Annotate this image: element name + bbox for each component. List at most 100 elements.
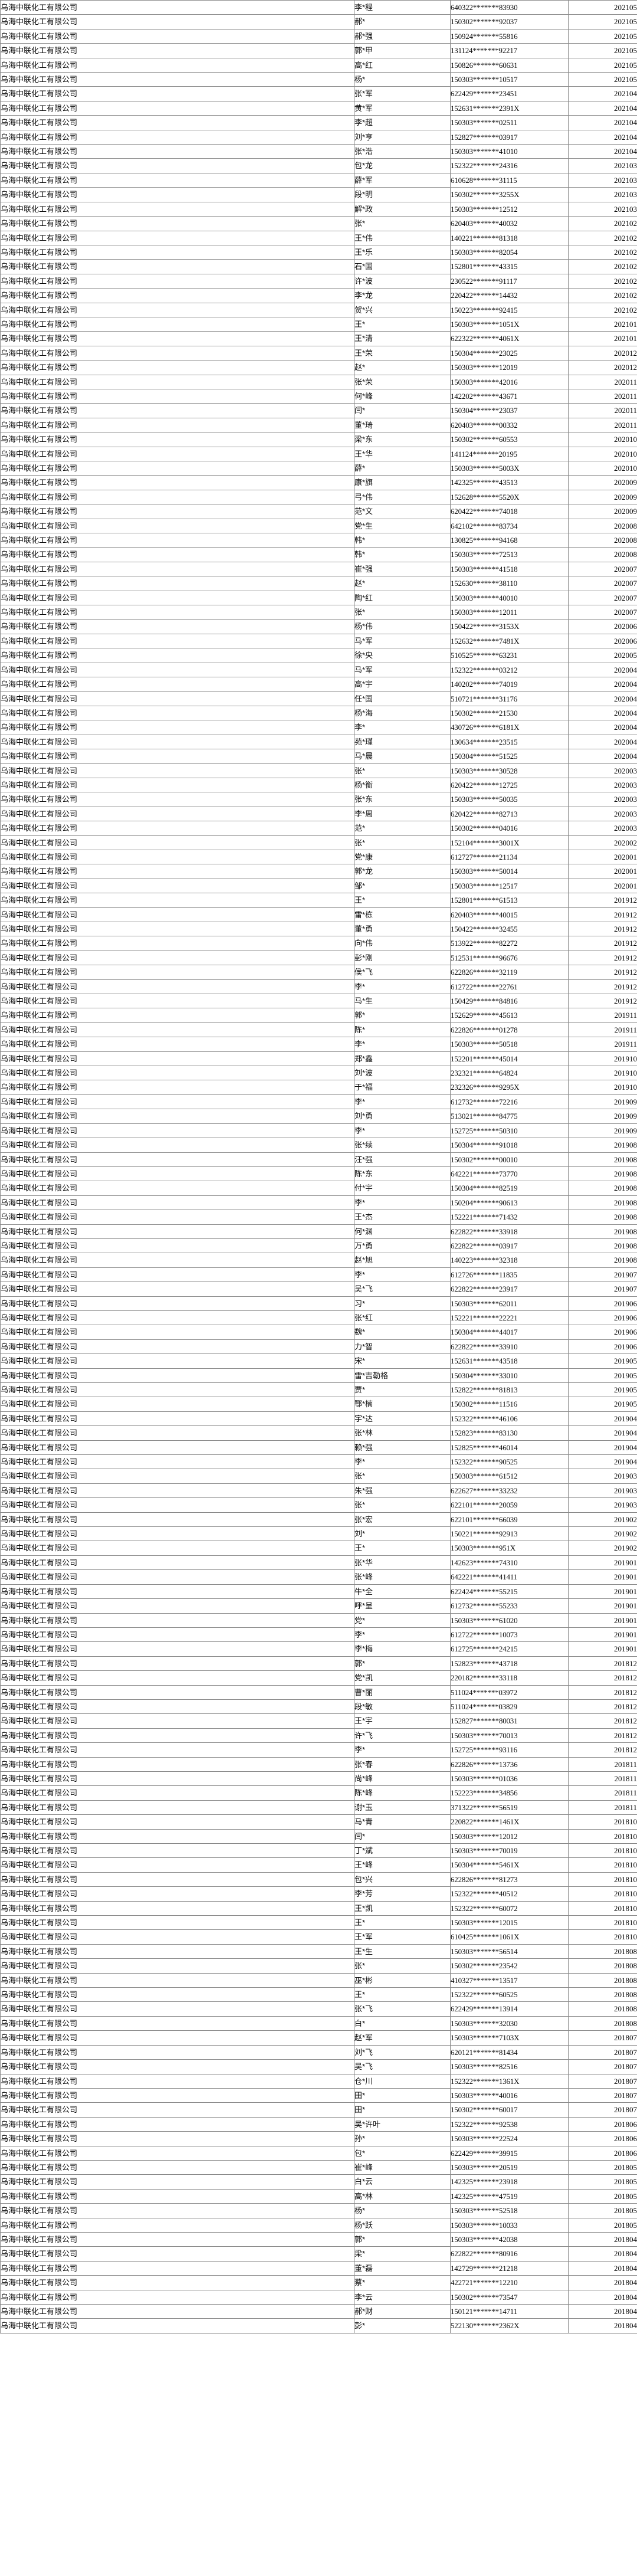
- cell-period: 201903: [568, 1497, 637, 1513]
- table-row: 乌海中联化工有限公司 郭*甲 131124*******92217 202105: [0, 43, 637, 58]
- cell-id-number: 150303*******20519: [450, 2159, 569, 2175]
- cell-id-number: 430726*******6181X: [450, 720, 569, 735]
- cell-company-name: 乌海中联化工有限公司: [0, 1267, 354, 1283]
- cell-person-name: 赖*强: [354, 1440, 451, 1456]
- cell-company-name: 乌海中联化工有限公司: [0, 2059, 354, 2074]
- table-row: 乌海中联化工有限公司 马*晨 150304*******51525 202004: [0, 749, 637, 764]
- cell-person-name: 张*荣: [354, 374, 451, 389]
- cell-id-number: 642221*******73770: [450, 1166, 569, 1182]
- cell-id-number: 152322*******03212: [450, 662, 569, 678]
- cell-company-name: 乌海中联化工有限公司: [0, 1569, 354, 1585]
- cell-id-number: 150826*******60631: [450, 57, 569, 73]
- cell-period: 201906: [568, 1310, 637, 1326]
- cell-person-name: 马*军: [354, 662, 451, 678]
- cell-company-name: 乌海中联化工有限公司: [0, 1987, 354, 2003]
- cell-id-number: 142325*******43513: [450, 475, 569, 490]
- table-row: 乌海中联化工有限公司 赖*强 152825*******46014 201904: [0, 1440, 637, 1456]
- cell-id-number: 130825*******94168: [450, 533, 569, 548]
- cell-id-number: 513021*******84775: [450, 1109, 569, 1124]
- cell-company-name: 乌海中联化工有限公司: [0, 1368, 354, 1384]
- table-row: 乌海中联化工有限公司 张* 150303*******30528 202003: [0, 763, 637, 778]
- cell-id-number: 150303*******12011: [450, 605, 569, 620]
- cell-period: 202105: [568, 57, 637, 73]
- cell-person-name: 董*磊: [354, 2260, 451, 2276]
- cell-person-name: 于*福: [354, 1080, 451, 1095]
- table-row: 乌海中联化工有限公司 李*周 620422*******82713 202003: [0, 806, 637, 822]
- cell-period: 202101: [568, 316, 637, 332]
- cell-company-name: 乌海中联化工有限公司: [0, 1094, 354, 1110]
- cell-id-number: 150302*******23542: [450, 1958, 569, 1974]
- cell-period: 202104: [568, 86, 637, 101]
- cell-id-number: 410327*******13517: [450, 1972, 569, 1988]
- cell-company-name: 乌海中联化工有限公司: [0, 763, 354, 778]
- cell-period: 201912: [568, 893, 637, 908]
- cell-id-number: 150304*******51525: [450, 749, 569, 764]
- cell-company-name: 乌海中联化工有限公司: [0, 1958, 354, 1974]
- cell-id-number: 511024*******03829: [450, 1699, 569, 1715]
- cell-id-number: 130634*******23515: [450, 734, 569, 750]
- cell-person-name: 李*龙: [354, 288, 451, 303]
- cell-period: 202004: [568, 720, 637, 735]
- table-row: 乌海中联化工有限公司 张*军 622429*******23451 202104: [0, 86, 637, 101]
- table-row: 乌海中联化工有限公司 王* 150303*******12015 201810: [0, 1915, 637, 1931]
- cell-id-number: 150924*******55816: [450, 28, 569, 44]
- cell-person-name: 雷*吉勒格: [354, 1368, 451, 1384]
- cell-company-name: 乌海中联化工有限公司: [0, 388, 354, 404]
- cell-person-name: 李*: [354, 720, 451, 735]
- cell-period: 201905: [568, 1382, 637, 1398]
- cell-id-number: 620403*******40015: [450, 907, 569, 923]
- cell-id-number: 510525*******63231: [450, 648, 569, 663]
- cell-period: 202103: [568, 172, 637, 188]
- table-row: 乌海中联化工有限公司 段*明 150302*******3255X 202103: [0, 187, 637, 202]
- table-row: 乌海中联化工有限公司 王*清 622322*******4061X 202101: [0, 331, 637, 346]
- table-row: 乌海中联化工有限公司 赵* 150303*******12019 202012: [0, 360, 637, 375]
- cell-person-name: 赵*: [354, 360, 451, 375]
- cell-id-number: 152725*******50310: [450, 1123, 569, 1139]
- cell-id-number: 612732*******72216: [450, 1094, 569, 1110]
- cell-company-name: 乌海中联化工有限公司: [0, 187, 354, 202]
- table-row: 乌海中联化工有限公司 崔*强 150303*******41518 202007: [0, 561, 637, 577]
- cell-company-name: 乌海中联化工有限公司: [0, 2260, 354, 2276]
- table-row: 乌海中联化工有限公司 解*政 150303*******12512 202103: [0, 201, 637, 217]
- cell-period: 202006: [568, 619, 637, 634]
- cell-period: 201806: [568, 2145, 637, 2161]
- cell-person-name: 魏*: [354, 1325, 451, 1340]
- table-row: 乌海中联化工有限公司 张* 150302*******23542 201808: [0, 1958, 637, 1974]
- cell-period: 201909: [568, 1094, 637, 1110]
- cell-person-name: 张*林: [354, 1425, 451, 1441]
- cell-id-number: 150303*******70013: [450, 1728, 569, 1743]
- table-row: 乌海中联化工有限公司 王* 152801*******61513 201912: [0, 893, 637, 908]
- table-row: 乌海中联化工有限公司 张*东 150303*******50035 202003: [0, 792, 637, 807]
- cell-period: 201805: [568, 2159, 637, 2175]
- cell-period: 201805: [568, 2217, 637, 2233]
- cell-id-number: 150121*******14711: [450, 2303, 569, 2319]
- cell-company-name: 乌海中联化工有限公司: [0, 1008, 354, 1023]
- cell-id-number: 511024*******03972: [450, 1684, 569, 1700]
- table-row: 乌海中联化工有限公司 党*康 612727*******21134 202001: [0, 849, 637, 865]
- cell-period: 201901: [568, 1569, 637, 1585]
- cell-period: 202105: [568, 72, 637, 87]
- cell-period: 202004: [568, 677, 637, 692]
- cell-id-number: 150303*******40010: [450, 590, 569, 606]
- cell-period: 202103: [568, 158, 637, 173]
- cell-id-number: 230522*******91117: [450, 273, 569, 289]
- cell-period: 201911: [568, 1037, 637, 1052]
- cell-person-name: 李*: [354, 1195, 451, 1211]
- cell-period: 202003: [568, 777, 637, 793]
- cell-person-name: 梁*东: [354, 432, 451, 447]
- cell-id-number: 150303*******02511: [450, 115, 569, 130]
- cell-id-number: 150303*******12015: [450, 1915, 569, 1931]
- cell-person-name: 张*浩: [354, 144, 451, 159]
- cell-period: 202101: [568, 331, 637, 346]
- table-row: 乌海中联化工有限公司 党*生 642102*******83734 202008: [0, 518, 637, 534]
- cell-company-name: 乌海中联化工有限公司: [0, 129, 354, 145]
- cell-id-number: 150302*******73547: [450, 2289, 569, 2305]
- cell-company-name: 乌海中联化工有限公司: [0, 0, 354, 15]
- cell-company-name: 乌海中联化工有限公司: [0, 1512, 354, 1528]
- cell-id-number: 620403*******40032: [450, 216, 569, 231]
- cell-company-name: 乌海中联化工有限公司: [0, 331, 354, 346]
- cell-person-name: 高*红: [354, 57, 451, 73]
- table-row: 乌海中联化工有限公司 张*荣 150303*******42016 202011: [0, 374, 637, 389]
- cell-period: 202002: [568, 835, 637, 850]
- cell-period: 201807: [568, 2073, 637, 2089]
